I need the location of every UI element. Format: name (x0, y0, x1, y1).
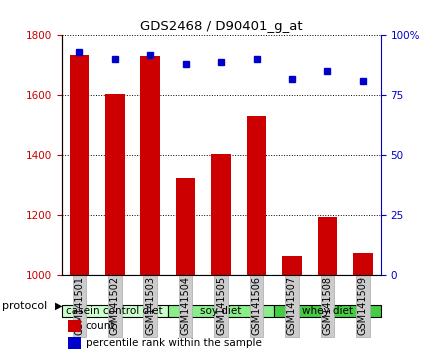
Text: protocol: protocol (2, 301, 48, 311)
Bar (68, 320, 81, 332)
Bar (247, 116, 266, 275)
Text: GSM141501: GSM141501 (74, 276, 84, 335)
Text: soy diet: soy diet (200, 306, 242, 316)
Text: GSM141505: GSM141505 (216, 276, 226, 335)
Bar (211, 154, 231, 275)
Text: GSM141509: GSM141509 (358, 276, 368, 335)
Bar (105, 94, 125, 275)
Bar (282, 256, 302, 275)
Text: casein control diet: casein control diet (66, 306, 163, 316)
Bar (68, 337, 81, 349)
Bar (353, 253, 373, 275)
Text: GSM141502: GSM141502 (110, 276, 120, 335)
Bar (140, 56, 160, 275)
Bar (274, 305, 381, 317)
Text: count: count (85, 321, 115, 331)
Bar (176, 178, 195, 275)
Text: GSM141508: GSM141508 (323, 276, 333, 335)
Text: GSM141504: GSM141504 (181, 276, 191, 335)
Text: GSM141503: GSM141503 (145, 276, 155, 335)
Text: ▶: ▶ (55, 301, 62, 311)
Text: whey diet: whey diet (302, 306, 353, 316)
Text: GSM141506: GSM141506 (252, 276, 261, 335)
Bar (168, 305, 274, 317)
Text: GSM141507: GSM141507 (287, 276, 297, 335)
Bar (70, 55, 89, 275)
Bar (318, 217, 337, 275)
Text: percentile rank within the sample: percentile rank within the sample (85, 338, 261, 348)
Title: GDS2468 / D90401_g_at: GDS2468 / D90401_g_at (140, 20, 302, 33)
Bar (62, 305, 168, 317)
